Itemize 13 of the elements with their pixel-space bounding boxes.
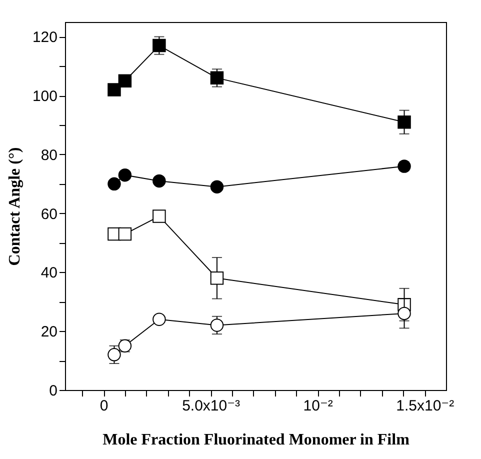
y-tick-label: 60 [40,206,58,223]
x-tick-label: 1.5x10⁻² [396,398,454,414]
y-tick-label: 20 [40,324,58,341]
x-tick-label: 0 [100,398,108,414]
y-axis-title: Contact Angle (°) [6,147,24,266]
x-tick-label: 5.0x10⁻³ [182,398,240,414]
y-tick-label: 80 [40,146,58,164]
y-tick-label: 40 [40,264,58,282]
y-tick-label: 120 [32,29,58,46]
y-tick-label: 100 [32,88,58,106]
y-tick-label: 0 [49,382,58,400]
x-axis-title: Mole Fraction Fluorinated Monomer in Film [102,432,410,448]
x-tick-label: 10⁻² [303,398,333,414]
